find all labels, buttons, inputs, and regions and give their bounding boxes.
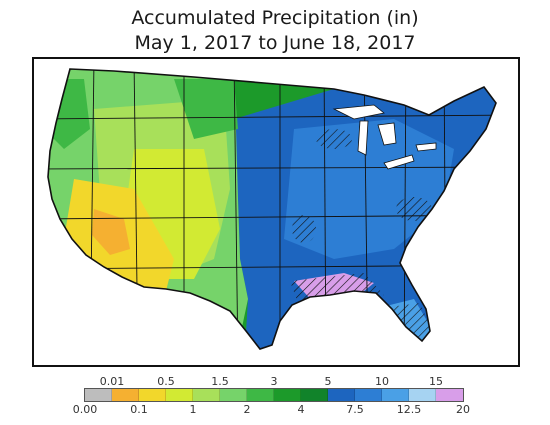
map-date-range: May 1, 2017 to June 18, 2017 <box>134 32 416 54</box>
legend-swatch-6 <box>247 389 274 401</box>
lake-superior <box>332 104 385 120</box>
lake-ontario <box>415 142 437 152</box>
legend-swatch-5 <box>220 389 247 401</box>
legend-tick-label: 20 <box>456 403 470 416</box>
great-lakes <box>332 104 437 170</box>
legend-swatch-12 <box>409 389 436 401</box>
map-panel <box>32 57 520 367</box>
desert-dry-region <box>92 209 130 255</box>
us-outline <box>47 68 497 350</box>
hatched-area-north <box>316 129 352 149</box>
northern-plains-region <box>174 79 238 139</box>
midwest-region <box>284 119 454 259</box>
legend-tick-label: 5 <box>324 375 332 388</box>
legend-tick-label: 0.01 <box>99 375 125 388</box>
legend-swatch-8 <box>301 389 328 401</box>
legend-tick-label: 2 <box>243 403 251 416</box>
hatched-area-east <box>396 197 432 221</box>
legend-swatch-11 <box>382 389 409 401</box>
legend-swatch-2 <box>139 389 166 401</box>
legend-swatch-1 <box>112 389 139 401</box>
color-legend <box>84 388 464 402</box>
legend-tick-label: 7.5 <box>346 403 364 416</box>
lake-huron <box>377 122 397 146</box>
legend-swatch-7 <box>274 389 301 401</box>
legend-tick-label: 10 <box>375 375 389 388</box>
legend-swatch-13 <box>436 389 463 401</box>
legend-tick-label: 0.1 <box>130 403 148 416</box>
legend-swatch-9 <box>328 389 355 401</box>
legend-tick-label: 15 <box>429 375 443 388</box>
lake-erie <box>383 154 415 170</box>
legend-swatch-4 <box>193 389 220 401</box>
map-title: Accumulated Precipitation (in) <box>131 7 419 29</box>
precipitation-map <box>47 68 497 350</box>
legend-tick-label: 3 <box>270 375 278 388</box>
legend-swatch-10 <box>355 389 382 401</box>
legend-tick-label: 12.5 <box>396 403 422 416</box>
legend-tick-label: 4 <box>297 403 305 416</box>
legend-tick-label: 1 <box>189 403 197 416</box>
legend-tick-label: 0.5 <box>157 375 175 388</box>
legend-swatch-0 <box>85 389 112 401</box>
lake-michigan <box>357 120 369 156</box>
legend-tick-label: 1.5 <box>211 375 229 388</box>
legend-tick-label: 0.00 <box>72 403 98 416</box>
hatched-area-central <box>292 215 316 243</box>
legend-swatch-3 <box>166 389 193 401</box>
